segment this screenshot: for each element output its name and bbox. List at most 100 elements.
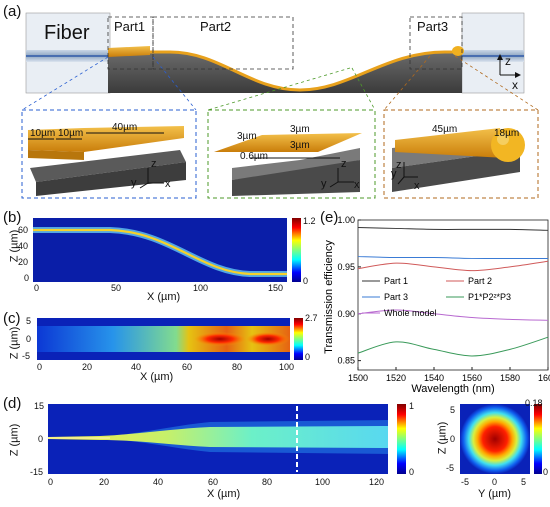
panel-e-label: (e) bbox=[320, 209, 339, 226]
d-inset-ytick-0: 0 bbox=[450, 434, 456, 444]
d-inset-xtick-m5: -5 bbox=[461, 477, 470, 487]
c-ytick-5: 5 bbox=[26, 316, 32, 326]
part3-box bbox=[409, 16, 463, 70]
e-xtick-label: 1600 bbox=[538, 373, 550, 383]
inset3-ax-z: z bbox=[396, 159, 402, 171]
series-line-p1-p2-p3 bbox=[357, 336, 549, 357]
series-line-part-2 bbox=[357, 260, 549, 272]
e-ytick-label: 0.90 bbox=[337, 309, 355, 319]
b-cbar-min: 0 bbox=[303, 276, 309, 286]
d-inset-mode-profile bbox=[460, 404, 542, 474]
inset3-dim1: 45µm bbox=[432, 124, 458, 135]
e-xtick-label: 1500 bbox=[348, 373, 368, 383]
b-xtick-100: 100 bbox=[193, 283, 209, 293]
c-cbar-max: 2.7 bbox=[305, 313, 318, 323]
d-xtick-100: 100 bbox=[315, 477, 331, 487]
tick-group: 1500 1520 1540 1560 1580 1600 0.85 0.90 0.95 1.00 bbox=[337, 215, 550, 383]
inset2-ax-x: x bbox=[354, 179, 360, 191]
part2-box bbox=[152, 16, 294, 70]
panel-c-field-map bbox=[37, 318, 303, 360]
c-xtick-80: 80 bbox=[232, 362, 243, 372]
panel-e-chart: 1500 1520 1540 1560 1580 1600 0.85 0.90 0.95 1.00… bbox=[323, 215, 550, 395]
inset1-ax-z: z bbox=[151, 158, 157, 170]
panel-b-label: (b) bbox=[3, 209, 22, 226]
c-ytick-0: 0 bbox=[26, 334, 32, 344]
b-ytick-0: 0 bbox=[24, 273, 30, 283]
e-xlabel: Wavelength (nm) bbox=[411, 383, 494, 395]
inset2-ax-z: z bbox=[341, 158, 347, 170]
part3-label: Part3 bbox=[417, 19, 449, 34]
d-ytick-15: 15 bbox=[34, 401, 45, 411]
inset3-ax-x: x bbox=[414, 180, 420, 192]
panel-a-schematic bbox=[21, 12, 539, 199]
inset1-dim3: 40µm bbox=[112, 122, 138, 133]
c-xtick-0: 0 bbox=[37, 362, 43, 372]
legend-label: Part 1 bbox=[384, 276, 408, 286]
axis-x-label: x bbox=[512, 78, 518, 92]
fiber-label: Fiber bbox=[44, 22, 90, 44]
d-cbar-max: 1 bbox=[409, 401, 415, 411]
c-cbar-min: 0 bbox=[305, 352, 311, 362]
inset1-dim1: 10µm bbox=[30, 128, 56, 139]
inset2-dim1: 3µm bbox=[237, 131, 257, 142]
e-ytick-label: 1.00 bbox=[337, 215, 355, 225]
b-xtick-150: 150 bbox=[268, 283, 284, 293]
legend-label: Part 2 bbox=[468, 276, 492, 286]
legend: Part 1 Part 2 Part 3 P1*P2²*P3 Whole model bbox=[362, 276, 511, 318]
series-line-part-1 bbox=[357, 227, 549, 231]
c-xtick-40: 40 bbox=[131, 362, 142, 372]
d-cbar-min: 0 bbox=[409, 467, 415, 477]
panel-c-label: (c) bbox=[3, 310, 21, 327]
panel-d-label: (d) bbox=[3, 395, 22, 412]
inset3-dim2: 18µm bbox=[494, 128, 520, 139]
panel-d-field-map bbox=[48, 404, 406, 474]
d-xtick-120: 120 bbox=[369, 477, 385, 487]
b-xtick-0: 0 bbox=[34, 283, 40, 293]
panel-d-xlabel: X (µm) bbox=[207, 488, 241, 500]
legend-label: Whole model bbox=[384, 308, 437, 318]
c-xtick-100: 100 bbox=[279, 362, 295, 372]
d-inset-xlabel: Y (µm) bbox=[478, 488, 512, 500]
d-ytick-0: 0 bbox=[38, 434, 44, 444]
e-xtick-label: 1580 bbox=[500, 373, 520, 383]
c-ytick-m5: -5 bbox=[22, 351, 31, 361]
d-inset-xtick-5: 5 bbox=[521, 477, 527, 487]
b-cbar-max: 1.2 bbox=[303, 216, 316, 226]
d-xtick-20: 20 bbox=[99, 477, 110, 487]
legend-label: P1*P2²*P3 bbox=[468, 292, 511, 302]
legend-label: Part 3 bbox=[384, 292, 408, 302]
e-xtick-label: 1560 bbox=[462, 373, 482, 383]
d-xtick-80: 80 bbox=[262, 477, 273, 487]
d-ytick-m15: -15 bbox=[30, 467, 44, 477]
d-inset-ytick-m5: -5 bbox=[446, 463, 455, 473]
inset3-ax-y: y bbox=[391, 168, 397, 180]
b-ytick-40: 40 bbox=[18, 241, 29, 251]
d-inset-cbar-max: 0.18 bbox=[525, 398, 543, 408]
c-xtick-20: 20 bbox=[82, 362, 93, 372]
e-ytick-label: 0.95 bbox=[337, 262, 355, 272]
inset2-dim3: 3µm bbox=[290, 140, 310, 151]
b-ytick-20: 20 bbox=[18, 257, 29, 267]
d-inset-xtick-0: 0 bbox=[492, 477, 498, 487]
d-xtick-40: 40 bbox=[153, 477, 164, 487]
e-ylabel: Transmission efficiency bbox=[323, 240, 335, 354]
panel-b-field-map bbox=[33, 218, 301, 282]
plot-frame bbox=[357, 219, 549, 371]
inset1-ax-x: x bbox=[165, 178, 171, 190]
panel-a-label: (a) bbox=[3, 3, 22, 20]
e-xtick-label: 1520 bbox=[386, 373, 406, 383]
e-ytick-label: 0.85 bbox=[337, 356, 355, 366]
e-xtick-label: 1540 bbox=[424, 373, 444, 383]
panel-b-xlabel: X (µm) bbox=[147, 291, 181, 303]
gold-waveguide bbox=[108, 50, 462, 92]
part1-label: Part1 bbox=[114, 19, 146, 34]
inset1-dim2: 10µm bbox=[58, 128, 84, 139]
d-xtick-60: 60 bbox=[208, 477, 219, 487]
b-xtick-50: 50 bbox=[111, 283, 122, 293]
inset2-dim4: 0.6µm bbox=[240, 151, 268, 162]
series-line-whole-model bbox=[357, 309, 549, 321]
d-inset-ytick-5: 5 bbox=[450, 405, 456, 415]
substrate-slab bbox=[108, 52, 462, 93]
c-xtick-60: 60 bbox=[182, 362, 193, 372]
b-ytick-60: 60 bbox=[18, 225, 29, 235]
